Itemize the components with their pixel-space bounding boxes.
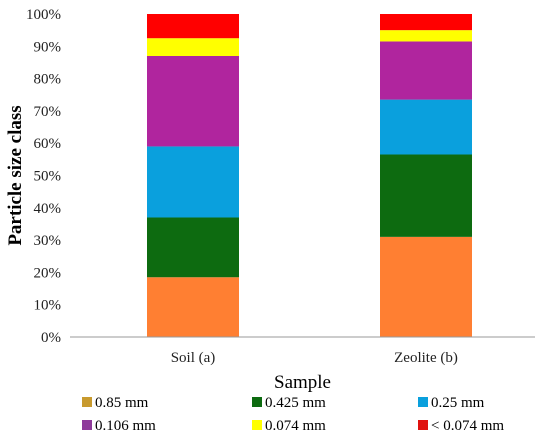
bar-segment [380, 236, 472, 337]
legend-swatch [82, 420, 92, 430]
y-tick-labels: 0% 10% 20% 30% 40% 50% 60% 70% 80% 90% 100% [26, 7, 61, 346]
x-tick-label: Soil (a) [171, 350, 216, 366]
bar-segment [380, 99, 472, 155]
legend-label: 0.85 mm [95, 395, 149, 411]
bar-segment [380, 30, 472, 42]
legend-label: 0.25 mm [431, 395, 485, 411]
bar-segment [147, 55, 239, 147]
legend-swatch [418, 397, 428, 407]
y-tick-label: 30% [34, 233, 62, 249]
y-tick-label: 90% [34, 39, 62, 55]
y-tick-label: 80% [34, 72, 62, 88]
legend-swatch [252, 397, 262, 407]
y-tick-label: 100% [26, 7, 61, 23]
y-tick-label: 60% [34, 136, 62, 152]
legend-label: 0.074 mm [265, 418, 326, 434]
x-tick-label: Zeolite (b) [394, 350, 458, 366]
bar-segment [147, 14, 239, 39]
y-tick-label: 50% [34, 169, 62, 185]
bar-segment [147, 277, 239, 337]
bar-segment [380, 14, 472, 31]
y-tick-label: 70% [34, 104, 62, 120]
bar-segment [147, 38, 239, 56]
y-axis-title: Particle size class [5, 105, 26, 245]
y-tick-label: 40% [34, 201, 62, 217]
bar-segment [380, 41, 472, 100]
bar-segment [147, 217, 239, 278]
legend: 0.85 mm 0.425 mm 0.25 mm 0.106 mm 0.074 mm < … [82, 395, 504, 434]
legend-label: 0.425 mm [265, 395, 326, 411]
legend-swatch [252, 420, 262, 430]
x-tick-labels: Soil (a) Zeolite (b) [171, 350, 458, 366]
y-tick-label: 10% [34, 298, 62, 314]
legend-swatch [418, 420, 428, 430]
legend-label: < 0.074 mm [431, 418, 504, 434]
bars-group [147, 14, 472, 337]
bar-segment [380, 154, 472, 237]
x-axis-title: Sample [274, 372, 331, 393]
y-tick-label: 0% [41, 330, 61, 346]
y-tick-label: 20% [34, 265, 62, 281]
legend-label: 0.106 mm [95, 418, 156, 434]
bar-segment [147, 146, 239, 218]
legend-swatch [82, 397, 92, 407]
